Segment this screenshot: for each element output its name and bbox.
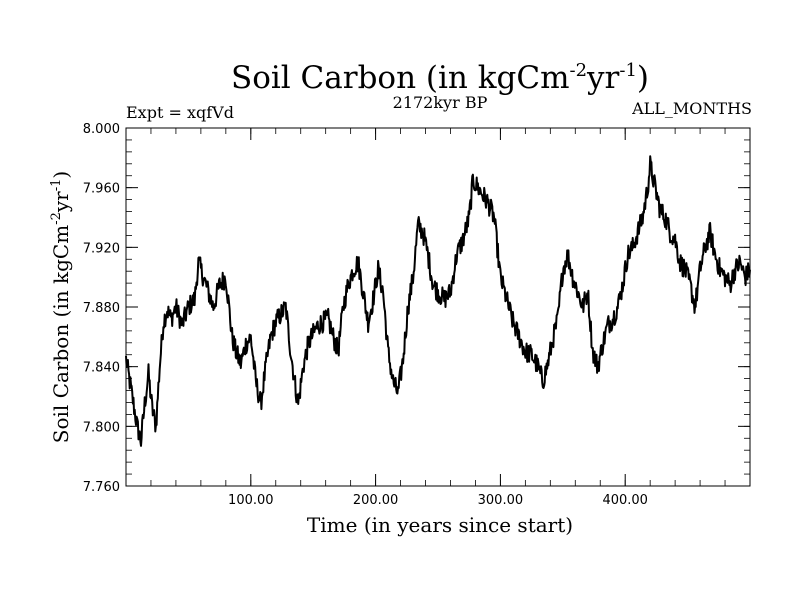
x-tick-label: 200.00 [353,493,399,508]
y-tick-label: 7.800 [83,420,120,435]
x-tick-label: 300.00 [478,493,524,508]
y-tick-label: 8.000 [83,122,120,137]
y-axis-label: Soil Carbon (in kgCm-2yr-1) [49,171,73,443]
x-axis-label: Time (in years since start) [307,513,573,537]
y-tick-label: 7.760 [83,480,120,495]
y-tick-label: 7.960 [83,182,120,197]
months-label: ALL_MONTHS [631,99,752,118]
x-tick-label: 400.00 [602,493,648,508]
soil-carbon-series-line [125,155,751,447]
chart-title: Soil Carbon (in kgCm-2yr-1) [231,60,649,96]
experiment-label: Expt = xqfVd [126,103,234,122]
x-axis-ticks: 100.00 200.00 300.00 400.00 [125,128,751,508]
y-tick-label: 7.880 [83,301,120,316]
y-tick-label: 7.920 [83,241,120,256]
y-tick-label: 7.840 [83,361,120,376]
x-tick-label: 100.00 [228,493,274,508]
period-label: 2172kyr BP [393,93,488,112]
plot-frame [125,127,751,487]
y-axis-ticks: 7.760 7.800 7.840 7.880 7.920 7.960 8.000 [83,122,750,495]
